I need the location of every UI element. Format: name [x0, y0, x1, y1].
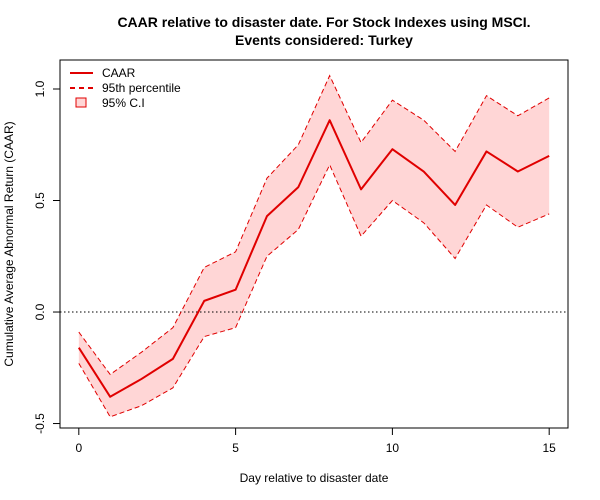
x-tick-label: 0 — [75, 441, 82, 455]
lower-percentile-line — [78, 163, 550, 418]
y-tick-label: 1.0 — [33, 80, 47, 97]
legend-ci-swatch — [75, 97, 87, 108]
chart-title-line2: Events considered: Turkey — [235, 32, 413, 48]
y-axis-label: Cumulative Average Abnormal Return (CAAR… — [2, 121, 16, 366]
y-tick-label: 0.5 — [33, 192, 47, 209]
chart-title-line1: CAAR relative to disaster date. For Stoc… — [117, 14, 530, 30]
y-tick-label: -0.5 — [33, 413, 47, 434]
legend-caar-label: CAAR — [102, 66, 136, 80]
y-tick-label: 0.0 — [33, 303, 47, 320]
x-tick-label: 5 — [232, 441, 239, 455]
x-tick-label: 10 — [386, 441, 400, 455]
legend-ci-label: 95% C.I — [102, 96, 145, 110]
series-line-layer — [77, 74, 550, 418]
legend: CAAR 95th percentile 95% C.I — [70, 66, 181, 110]
confidence-band — [78, 75, 550, 417]
y-axis: -0.5 0.0 0.5 1.0 — [33, 80, 61, 434]
x-axis-label: Day relative to disaster date — [240, 471, 389, 485]
confidence-band-layer — [78, 75, 550, 417]
caar-line — [77, 119, 550, 398]
legend-percentile-label: 95th percentile — [102, 81, 181, 95]
upper-percentile-line — [78, 74, 550, 376]
x-tick-label: 15 — [543, 441, 557, 455]
x-axis: 0 5 10 15 — [75, 427, 557, 455]
